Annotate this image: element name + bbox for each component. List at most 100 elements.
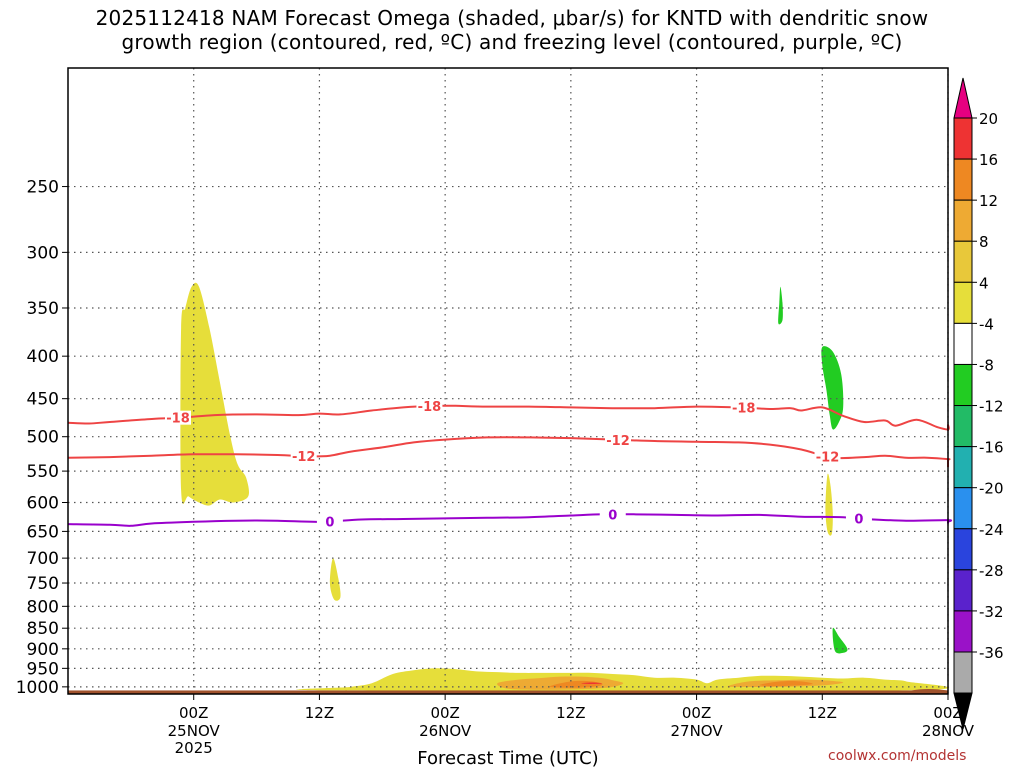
contour-label-bg: [599, 507, 626, 522]
watermark: coolwx.com/models: [828, 748, 967, 764]
x-tick-label: 12Z: [808, 704, 837, 722]
contour-label: -18: [418, 400, 442, 415]
colorbar-label: -20: [979, 480, 1004, 498]
colorbar-swatch: [953, 117, 973, 160]
y-axis: 250 300 350 400 450 500 550 600 650 700 750 8008509…: [16, 178, 68, 698]
colorbar-label: 4: [979, 274, 989, 292]
x-tick-label: 00Z: [430, 704, 459, 722]
omega-region: [296, 668, 950, 692]
colorbar-swatch: [953, 651, 973, 694]
x-tick-label: 00Z: [179, 704, 208, 722]
y-tick-label: 450: [27, 390, 59, 410]
contour-label: -18: [732, 402, 756, 417]
colorbar-label: -24: [979, 521, 1004, 539]
x-tick-label: 12Z: [305, 704, 334, 722]
y-tick-label: 400: [27, 347, 59, 367]
colorbar-label: -28: [979, 562, 1004, 580]
chart-title-line-1: 2025112418 NAM Forecast Omega (shaded, μ…: [95, 6, 929, 30]
colorbar: 20 16 12 8 4 -4 -8 -12 -16 -20 -24 -28 -32 -36: [953, 77, 1004, 730]
colorbar-min-arrow: [953, 692, 973, 730]
y-tick-label: 700: [27, 549, 59, 569]
ground-surface: [68, 690, 948, 694]
omega-region: [778, 286, 783, 325]
y-tick-label: 800: [27, 597, 59, 617]
y-tick-label: 350: [27, 299, 59, 319]
contour-label-bg: [290, 449, 317, 464]
contour-label: 0: [854, 513, 863, 528]
colorbar-label: -32: [979, 603, 1004, 621]
contour-line: [67, 513, 953, 527]
colorbar-swatch: [953, 281, 973, 324]
omega-region: [329, 558, 341, 601]
x-tick-date: 28NOV: [922, 722, 975, 740]
contour-layer: -18 -18 -18 -12 -12 -12 0 0 0: [67, 399, 953, 530]
contour-label-bg: [730, 400, 757, 415]
y-tick-label: 750: [27, 574, 59, 594]
y-tick-label: 1000: [16, 678, 59, 698]
contour-label: -18: [166, 412, 190, 427]
plot-frame: [67, 67, 949, 695]
contour-label: 0: [325, 515, 334, 530]
y-tick-label: 500: [27, 428, 59, 448]
colorbar-swatch: [953, 199, 973, 242]
omega-shading-layer: [180, 282, 950, 692]
x-tick-date: 26NOV: [419, 722, 472, 740]
colorbar-label: -8: [979, 356, 994, 374]
contour-line: [67, 404, 950, 431]
y-tick-label: 600: [27, 494, 59, 514]
chart-title: 2025112418 NAM Forecast Omega (shaded, μ…: [0, 6, 1024, 54]
contour-line: [67, 436, 951, 468]
colorbar-swatch: [953, 446, 973, 489]
colorbar-label: -36: [979, 644, 1004, 662]
omega-region: [821, 346, 844, 430]
chart-title-line-2: growth region (contoured, red, ºC) and f…: [121, 30, 903, 54]
colorbar-swatch: [953, 158, 973, 201]
colorbar-label: 20: [979, 110, 998, 128]
colorbar-swatch: [953, 569, 973, 612]
y-tick-label: 650: [27, 522, 59, 542]
colorbar-label: -16: [979, 439, 1004, 457]
colorbar-label: 16: [979, 151, 998, 169]
contour-label: -12: [606, 434, 630, 449]
y-tick-label: 900: [27, 640, 59, 660]
colorbar-swatch: [953, 240, 973, 283]
y-tick-label: 850: [27, 619, 59, 639]
colorbar-swatch: [953, 610, 973, 653]
omega-region: [581, 682, 603, 684]
colorbar-max-arrow: [953, 77, 973, 119]
contour-label-bg: [416, 399, 443, 414]
contour-label-bg: [316, 514, 343, 529]
y-tick-label: 550: [27, 462, 59, 482]
x-tick-label: 12Z: [556, 704, 585, 722]
colorbar-swatch: [953, 487, 973, 530]
colorbar-label: -12: [979, 398, 1004, 416]
ground-bump: [911, 688, 948, 691]
colorbar-swatch: [953, 528, 973, 571]
contour-label-bg: [605, 432, 631, 447]
omega-region: [825, 473, 833, 536]
x-tick-label: 00Z: [682, 704, 711, 722]
contour-label-bg: [845, 511, 872, 526]
omega-region: [832, 627, 848, 654]
y-tick-label: 300: [27, 243, 59, 263]
y-tick-label: 250: [27, 178, 59, 198]
colorbar-swatch: [953, 405, 973, 448]
colorbar-label: 12: [979, 192, 998, 210]
contour-label: 0: [608, 508, 617, 523]
x-tick-date: 25NOV: [168, 722, 221, 740]
x-axis-label: Forecast Time (UTC): [417, 748, 598, 768]
x-tick-label: 00Z: [933, 704, 962, 722]
colorbar-swatch: [953, 363, 973, 407]
colorbar-label: -4: [979, 315, 994, 333]
omega-region: [759, 680, 813, 687]
contour-label: -12: [292, 450, 316, 465]
colorbar-label: 8: [979, 233, 989, 251]
ground-layer: [68, 688, 948, 694]
x-tick-date: 27NOV: [671, 722, 724, 740]
contour-label: -12: [816, 450, 840, 465]
contour-label-bg: [165, 410, 191, 425]
colorbar-swatch: [953, 322, 973, 365]
omega-region: [180, 282, 250, 506]
